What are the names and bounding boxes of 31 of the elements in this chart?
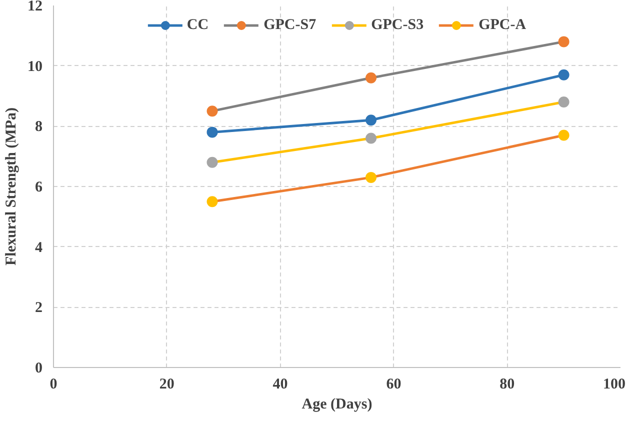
x-axis-title: Age (Days) — [302, 396, 372, 412]
x-tick-label: 40 — [272, 376, 288, 392]
point — [558, 69, 570, 80]
point — [206, 156, 218, 168]
y-tick-label: 6 — [35, 180, 43, 196]
point — [366, 114, 377, 126]
point — [206, 196, 218, 208]
y-tick-label: 4 — [35, 240, 43, 256]
y-tick-label: 8 — [35, 119, 42, 136]
y-tick-label: 10 — [28, 58, 42, 75]
point — [366, 72, 377, 84]
x-tick-label: 20 — [159, 376, 174, 392]
point — [206, 106, 218, 117]
point — [558, 130, 570, 141]
y-tick-label: 12 — [28, 0, 42, 14]
x-tick-label: 60 — [386, 376, 402, 392]
point — [206, 126, 218, 138]
legend-label: GPC-S7 — [264, 16, 316, 34]
x-tick-label: 100 — [603, 376, 626, 392]
y-tick-label: 2 — [35, 300, 42, 316]
legend-label: GPC-S3 — [371, 16, 424, 34]
x-tick-label: 80 — [500, 376, 515, 392]
point — [366, 132, 377, 144]
point — [366, 172, 377, 183]
point — [558, 36, 570, 48]
point — [558, 96, 570, 108]
y-tick-label: 0 — [35, 360, 42, 376]
legend-label: GPC-A — [478, 16, 526, 34]
y-axis-title: Flexural Strength (MPa) — [4, 107, 20, 266]
x-tick-label: 0 — [50, 376, 58, 392]
legend-label: CC — [186, 16, 209, 34]
